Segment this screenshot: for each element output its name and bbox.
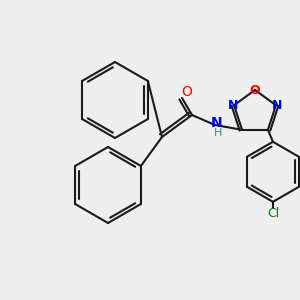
Text: N: N [228, 99, 238, 112]
Text: N: N [272, 99, 282, 112]
Text: N: N [211, 116, 223, 130]
Text: Cl: Cl [267, 207, 279, 220]
Text: H: H [214, 128, 222, 138]
Text: O: O [182, 85, 192, 99]
Text: O: O [250, 83, 260, 97]
